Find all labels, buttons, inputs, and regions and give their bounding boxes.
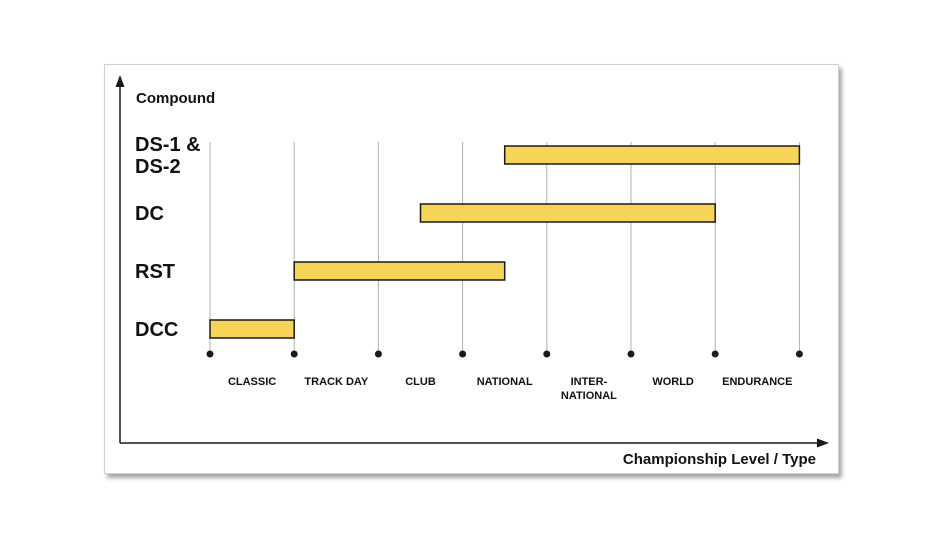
compound-bar — [293, 261, 506, 281]
compound-bar — [419, 203, 716, 223]
x-axis-arrow — [817, 438, 829, 448]
y-axis-arrow — [115, 75, 125, 87]
compound-label: DS-2 — [135, 156, 181, 178]
compound-bar — [503, 145, 801, 165]
x-axis-title: Championship Level / Type — [623, 451, 816, 468]
compound-bar — [209, 319, 295, 339]
compound-labels: DS-1 &DS-2 DC RST DCC — [135, 134, 201, 341]
level-label: CLUB — [405, 376, 436, 388]
tick-dot — [206, 350, 214, 358]
compound-label: DS-1 & — [135, 134, 201, 156]
compound-label: DCC — [135, 319, 178, 341]
grid-lines — [209, 142, 800, 354]
level-labels: CLASSIC TRACK DAY CLUB NATIONAL INTER- NATION… — [228, 376, 792, 402]
gantt-chart: Compound Championship Level / Type DS-1 … — [115, 75, 829, 468]
chart-card: Compound Championship Level / Type DS-1 … — [104, 64, 839, 474]
level-label: NATIONAL — [477, 376, 533, 388]
level-label: WORLD — [652, 376, 694, 388]
tick-dot — [627, 350, 635, 358]
tick-dot — [459, 350, 467, 358]
tick-dot — [374, 350, 382, 358]
compound-label: RST — [135, 261, 175, 283]
tick-dot — [711, 350, 719, 358]
level-label: NATIONAL — [561, 390, 617, 402]
tick-dot — [290, 350, 298, 358]
level-ticks — [206, 350, 803, 358]
level-label: INTER- — [571, 376, 608, 388]
compound-label: DC — [135, 203, 164, 225]
compound-bars — [209, 145, 801, 339]
level-label: TRACK DAY — [304, 376, 368, 388]
level-label: ENDURANCE — [722, 376, 792, 388]
tick-dot — [543, 350, 551, 358]
tick-dot — [795, 350, 803, 358]
level-label: CLASSIC — [228, 376, 276, 388]
y-axis-title: Compound — [136, 90, 215, 107]
axes: Compound Championship Level / Type — [115, 75, 829, 468]
